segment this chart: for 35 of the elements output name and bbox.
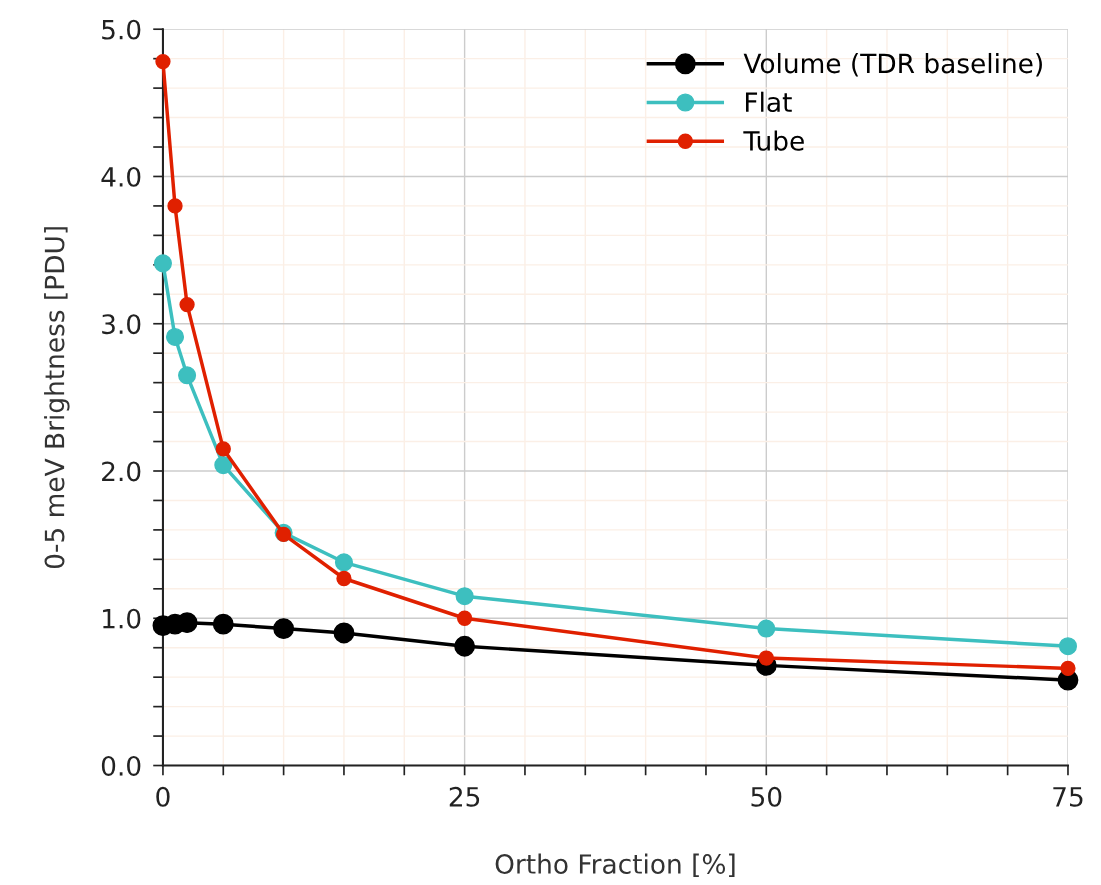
- legend-label: Tube: [743, 130, 804, 151]
- y-tick-label: 0.0: [101, 755, 141, 776]
- point: [334, 553, 353, 572]
- point: [1058, 637, 1077, 656]
- point: [454, 635, 476, 657]
- point: [153, 254, 172, 273]
- y-tick-label: 2.0: [102, 461, 141, 482]
- point: [758, 650, 774, 666]
- point: [336, 570, 352, 587]
- y-axis-title: 0-5 meV Brightness [PDU]: [44, 227, 70, 569]
- point: [757, 619, 776, 638]
- legend-label: Flat: [745, 91, 792, 113]
- y-tick-label: 3.0: [102, 314, 141, 335]
- y-tick-label: 5.0: [102, 19, 141, 40]
- x-tick-label: 50: [751, 786, 782, 807]
- point: [212, 613, 234, 635]
- point: [333, 622, 355, 644]
- point: [167, 198, 183, 214]
- legend-label: Volume (TDR baseline): [743, 52, 1042, 77]
- point: [214, 456, 233, 475]
- x-axis-title: Ortho Fraction [%]: [495, 853, 735, 878]
- point: [215, 441, 231, 457]
- x-tick-label: 0: [156, 786, 170, 807]
- point: [455, 587, 474, 606]
- point: [1060, 660, 1076, 676]
- point: [456, 610, 473, 626]
- point: [165, 327, 185, 347]
- x-tick-label: 25: [449, 786, 480, 807]
- point: [178, 366, 197, 385]
- point: [273, 618, 295, 639]
- y-tick-label: 1.0: [103, 608, 141, 629]
- point: [155, 53, 171, 70]
- y-tick-label: 4.0: [101, 166, 141, 187]
- point: [179, 296, 195, 313]
- x-tick-label: 75: [1053, 787, 1083, 807]
